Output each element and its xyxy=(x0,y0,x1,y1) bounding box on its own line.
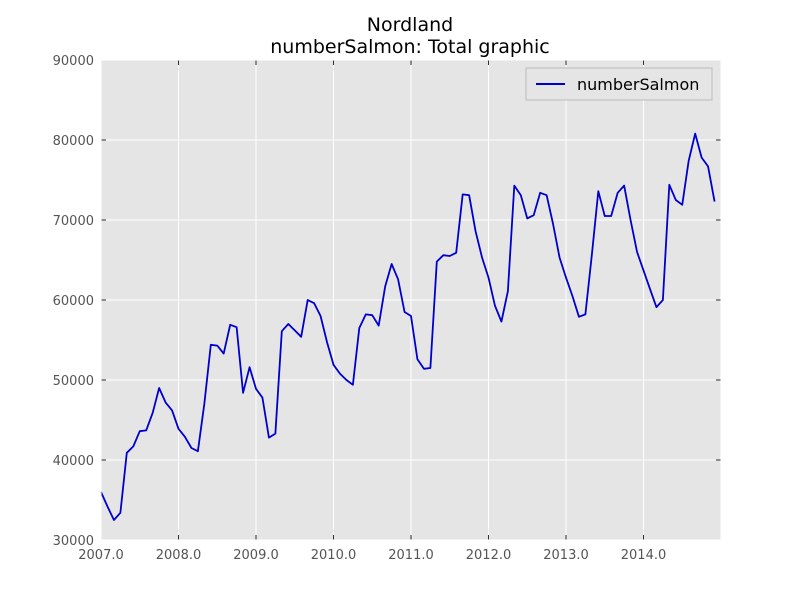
x-tick-label: 2009.0 xyxy=(233,548,279,563)
plot-frame xyxy=(100,59,722,541)
x-tick-label: 2013.0 xyxy=(543,548,589,563)
y-axis: 30000 40000 50000 60000 70000 80000 90000 xyxy=(53,54,721,549)
x-tick-label: 2008.0 xyxy=(156,548,202,563)
y-tick-label: 90000 xyxy=(53,54,94,69)
y-tick-label: 70000 xyxy=(53,214,94,229)
y-tick-label: 80000 xyxy=(53,134,94,149)
y-tick-label: 50000 xyxy=(53,374,94,389)
series-layer xyxy=(100,132,716,521)
chart-subtitle: numberSalmon: Total graphic xyxy=(270,36,550,58)
y-tick-label: 60000 xyxy=(53,294,94,309)
y-tick-label: 40000 xyxy=(53,454,94,469)
chart-title: Nordland xyxy=(367,14,453,36)
y-tick-label: 30000 xyxy=(53,534,94,549)
x-tick-label: 2007.0 xyxy=(78,548,124,563)
legend: numberSalmon xyxy=(525,67,713,101)
legend-label-numberSalmon: numberSalmon xyxy=(577,75,699,94)
x-tick-label: 2014.0 xyxy=(621,548,667,563)
x-axis: 2007.0 2008.0 2009.0 2010.0 2011.0 2012.0 2013… xyxy=(78,60,666,563)
x-tick-label: 2010.0 xyxy=(311,548,357,563)
x-tick-label: 2011.0 xyxy=(388,548,434,563)
series-line-numberSalmon xyxy=(100,132,716,521)
x-tick-label: 2012.0 xyxy=(466,548,512,563)
